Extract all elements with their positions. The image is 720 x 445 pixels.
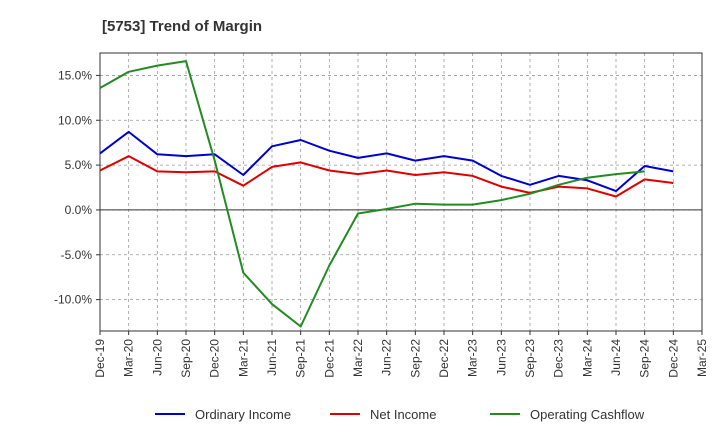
x-tick-label: Sep-22 xyxy=(408,339,422,378)
y-tick-label: 15.0% xyxy=(58,68,92,82)
x-tick-label: Mar-22 xyxy=(351,339,365,377)
x-tick-label: Sep-24 xyxy=(638,339,652,378)
x-tick-label: Dec-23 xyxy=(552,339,566,378)
x-tick-label: Mar-24 xyxy=(580,339,594,377)
x-tick-label: Dec-20 xyxy=(208,339,222,378)
axes: -10.0% -5.0% 0.0% 5.0% 10.0% 15.0% Dec-19 Mar-2… xyxy=(54,52,709,378)
legend: Ordinary Income Net Income Operating Cashf… xyxy=(155,407,645,422)
x-tick-label: Sep-23 xyxy=(523,339,537,378)
legend-label-net-income: Net Income xyxy=(370,407,436,422)
x-tick-label: Jun-24 xyxy=(609,339,623,376)
x-tick-label: Mar-23 xyxy=(466,339,480,377)
y-tick-label: 10.0% xyxy=(58,113,92,127)
x-tick-label: Jun-20 xyxy=(150,339,164,376)
series-lines xyxy=(99,60,674,328)
legend-label-operating-cashflow: Operating Cashflow xyxy=(530,407,645,422)
plot-frame xyxy=(99,52,703,332)
x-tick-label: Jun-21 xyxy=(265,339,279,376)
series-line-operating-cashflow xyxy=(99,60,645,328)
y-tick-label: 0.0% xyxy=(65,203,93,217)
series-line-ordinary-income xyxy=(99,130,674,193)
x-tick-label: Sep-21 xyxy=(294,339,308,378)
series-line-net-income xyxy=(99,155,674,198)
x-tick-label: Dec-19 xyxy=(93,339,107,378)
y-tick-label: -5.0% xyxy=(61,248,93,262)
x-tick-label: Mar-25 xyxy=(695,339,709,377)
x-tick-label: Dec-24 xyxy=(666,339,680,378)
chart-title: [5753] Trend of Margin xyxy=(102,18,262,35)
y-tick-label: 5.0% xyxy=(65,158,93,172)
x-tick-label: Mar-20 xyxy=(122,339,136,377)
x-tick-label: Dec-21 xyxy=(322,339,336,378)
x-tick-label: Jun-22 xyxy=(380,339,394,376)
x-tick-label: Mar-21 xyxy=(236,339,250,377)
x-tick-label: Sep-20 xyxy=(179,339,193,378)
x-tick-label: Dec-22 xyxy=(437,339,451,378)
x-tick-label: Jun-23 xyxy=(494,339,508,376)
y-tick-label: -10.0% xyxy=(54,293,92,307)
legend-label-ordinary-income: Ordinary Income xyxy=(195,407,291,422)
grid xyxy=(99,53,703,331)
